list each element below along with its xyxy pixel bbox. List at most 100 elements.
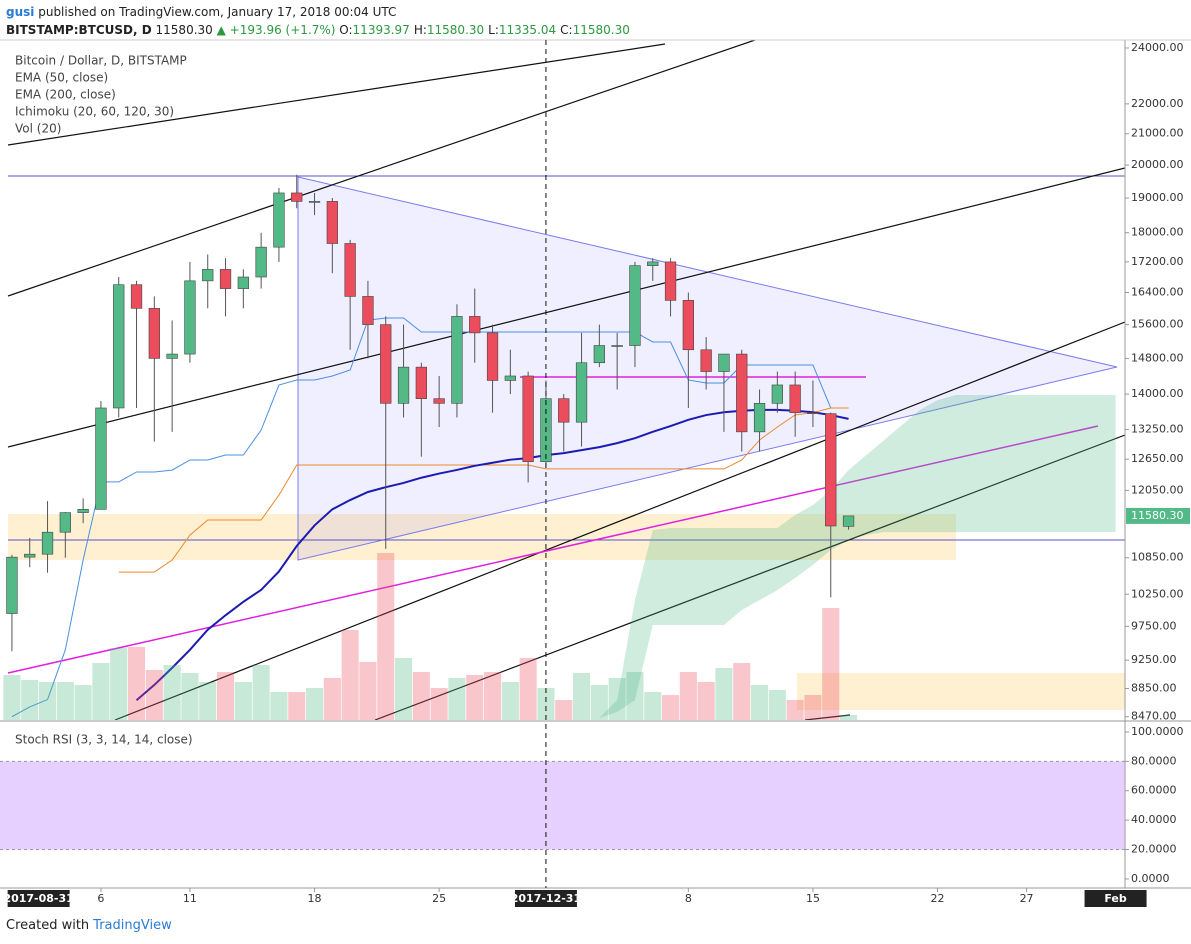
y-tick-label: 14000.00 — [1131, 387, 1184, 400]
y-tick-label: 12050.00 — [1131, 483, 1184, 496]
candle-body — [148, 308, 160, 359]
legend-entry: EMA (50, close) — [15, 71, 108, 85]
volume-bar — [110, 648, 128, 720]
volume-bar — [3, 675, 21, 720]
candle-body — [291, 192, 303, 202]
x-tick-label: 27 — [1020, 892, 1034, 905]
volume-bar — [323, 678, 341, 720]
candle-body — [664, 261, 677, 301]
candle-body — [486, 332, 499, 381]
volume-bar — [644, 692, 662, 720]
candle-body — [825, 413, 837, 527]
volume-bar — [341, 630, 359, 720]
candle-body — [326, 201, 338, 244]
volume-bar — [163, 665, 181, 720]
symbol: BITSTAMP:BTCUSD, D — [6, 23, 152, 37]
y-tick-label: 21000.00 — [1131, 127, 1184, 140]
volume-bar — [501, 682, 519, 720]
candle-body — [362, 296, 374, 325]
candle-body — [611, 345, 623, 347]
zone — [797, 673, 1125, 710]
ohlc-value: 11393.97 — [352, 23, 410, 37]
x-tick-label: 25 — [432, 892, 446, 905]
trend-line — [7, 40, 756, 297]
x-tick-label: 2017-12-31 — [511, 892, 581, 905]
volume-bar — [430, 688, 448, 720]
change: ▲ +193.96 (+1.7%) — [216, 23, 336, 37]
published: published on TradingView.com, January 17… — [38, 5, 397, 19]
candle-body — [451, 316, 463, 404]
conversion-line — [11, 317, 849, 718]
x-tick-label: 18 — [308, 892, 322, 905]
volume-bar — [466, 675, 484, 720]
candle-body — [273, 192, 285, 248]
y-tick-label: 8470.00 — [1131, 710, 1177, 723]
x-tick-box — [1084, 890, 1147, 907]
candle-body — [344, 243, 356, 297]
y-tick-label: 9250.00 — [1131, 653, 1177, 666]
volume-bar — [715, 668, 733, 720]
volume-bar — [270, 692, 288, 720]
y-tick-label: 13250.00 — [1131, 422, 1184, 435]
trend-line — [804, 714, 851, 720]
publish-line: gusi published on TradingView.com, Janua… — [6, 3, 634, 21]
candle-body — [41, 531, 54, 555]
volume-bar — [394, 658, 413, 720]
candle-body — [415, 366, 427, 399]
stoch-tick-label: 60.0000 — [1131, 784, 1177, 797]
volume-bar — [519, 658, 537, 720]
candle-body — [522, 375, 534, 463]
volume-bar — [181, 673, 199, 720]
volume-bar — [662, 695, 680, 720]
last: 11580.30 — [155, 23, 213, 37]
zone — [8, 514, 956, 560]
ohlc-label: L: — [488, 23, 499, 37]
stoch-tick-label: 80.0000 — [1131, 754, 1177, 767]
candle-body — [184, 280, 196, 355]
y-tick-label: 10850.00 — [1131, 551, 1184, 564]
stoch-tick-label: 40.0000 — [1131, 813, 1177, 826]
user[interactable]: gusi — [6, 5, 35, 19]
candle-body — [113, 284, 125, 409]
volume-bar — [590, 685, 608, 720]
y-tick-label: 10250.00 — [1131, 587, 1184, 600]
footer: Created with TradingView — [6, 918, 172, 933]
brand[interactable]: TradingView — [93, 918, 172, 933]
volume-bar — [822, 608, 840, 720]
candle-body — [255, 246, 267, 278]
y-tick-label: 24000.00 — [1131, 41, 1184, 54]
candle-body — [77, 509, 89, 513]
x-tick-label: Feb — [1104, 892, 1127, 905]
x-tick-label: 15 — [806, 892, 820, 905]
legend-entry: EMA (200, close) — [15, 88, 116, 102]
candle-body — [219, 269, 232, 289]
x-tick-label: 2017-08-31 — [3, 892, 73, 905]
volume-bar — [608, 678, 626, 720]
last-price-label: 11580.30 — [1131, 509, 1184, 522]
volume-bar — [840, 715, 858, 720]
volume-bar — [252, 665, 270, 720]
candle-body — [469, 316, 481, 334]
candle-body — [789, 384, 801, 413]
candle-body — [753, 403, 766, 433]
y-tick-label: 17200.00 — [1131, 255, 1184, 268]
ohlc-value: 11580.30 — [426, 23, 485, 37]
x-tick-label: 22 — [931, 892, 945, 905]
x-tick-box — [7, 890, 70, 907]
last-price-box — [1126, 507, 1190, 524]
y-tick-label: 14800.00 — [1131, 351, 1184, 364]
header: gusi published on TradingView.com, Janua… — [6, 3, 634, 39]
volume-bar — [804, 695, 822, 720]
candle-body — [807, 412, 819, 414]
candle-body — [130, 284, 143, 309]
volume-bar — [21, 680, 39, 720]
stoch-tick-label: 20.0000 — [1131, 843, 1177, 856]
candle-body — [558, 398, 570, 423]
volume-bar — [679, 672, 697, 720]
candle-body — [397, 366, 410, 404]
volume-bar — [555, 700, 573, 720]
ichimoku-cloud — [599, 394, 1116, 718]
y-tick-label: 15600.00 — [1131, 318, 1184, 331]
